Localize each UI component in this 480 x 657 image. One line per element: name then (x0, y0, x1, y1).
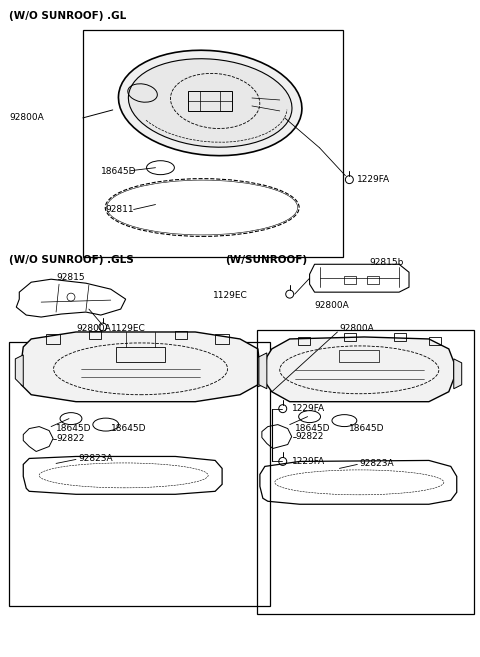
Bar (215, 334, 229, 344)
Text: 92800A: 92800A (76, 325, 111, 334)
Text: (W/O SUNROOF) .GL: (W/O SUNROOF) .GL (9, 11, 127, 21)
Text: 1229FA: 1229FA (357, 175, 390, 184)
Text: 92815: 92815 (56, 273, 84, 282)
Polygon shape (265, 337, 454, 401)
Bar (116, 347, 166, 362)
Text: 92815b: 92815b (369, 258, 404, 267)
Text: 1129EC: 1129EC (213, 290, 248, 300)
Bar (188, 91, 232, 111)
Text: 18645D: 18645D (295, 424, 330, 433)
Bar (257, 330, 474, 614)
Polygon shape (21, 332, 260, 401)
Polygon shape (15, 355, 23, 387)
Bar (9, 342, 270, 606)
Bar (46, 334, 60, 344)
Bar (83, 30, 343, 258)
Text: 92800A: 92800A (9, 114, 44, 122)
Bar (344, 276, 356, 284)
Text: 18645D: 18645D (111, 424, 146, 433)
Text: 18645D: 18645D (101, 167, 136, 176)
Polygon shape (259, 353, 267, 389)
Polygon shape (258, 357, 268, 387)
Bar (394, 333, 406, 341)
Text: (W/SUNROOF): (W/SUNROOF) (225, 256, 307, 265)
Bar (89, 331, 101, 339)
Text: 92800A: 92800A (314, 301, 349, 309)
Ellipse shape (128, 58, 292, 147)
Text: 92811: 92811 (106, 205, 134, 214)
Text: 92823A: 92823A (360, 459, 394, 468)
Text: 1229FA: 1229FA (292, 404, 325, 413)
Bar (344, 333, 356, 341)
Text: 92822: 92822 (296, 432, 324, 441)
Text: 1129EC: 1129EC (111, 325, 145, 334)
Polygon shape (454, 359, 462, 389)
Text: 18645D: 18645D (349, 424, 385, 433)
Bar (367, 276, 379, 284)
Text: (W/O SUNROOF) .GLS: (W/O SUNROOF) .GLS (9, 256, 134, 265)
Bar (298, 337, 310, 345)
Text: 92823A: 92823A (78, 454, 113, 463)
Text: 92800A: 92800A (339, 325, 374, 334)
Text: 92822: 92822 (56, 434, 84, 443)
Text: 1229FA: 1229FA (292, 457, 325, 466)
Text: 18645D: 18645D (56, 424, 92, 433)
Ellipse shape (119, 51, 302, 156)
Bar (175, 331, 187, 339)
Bar (339, 350, 379, 362)
Bar (429, 337, 441, 345)
